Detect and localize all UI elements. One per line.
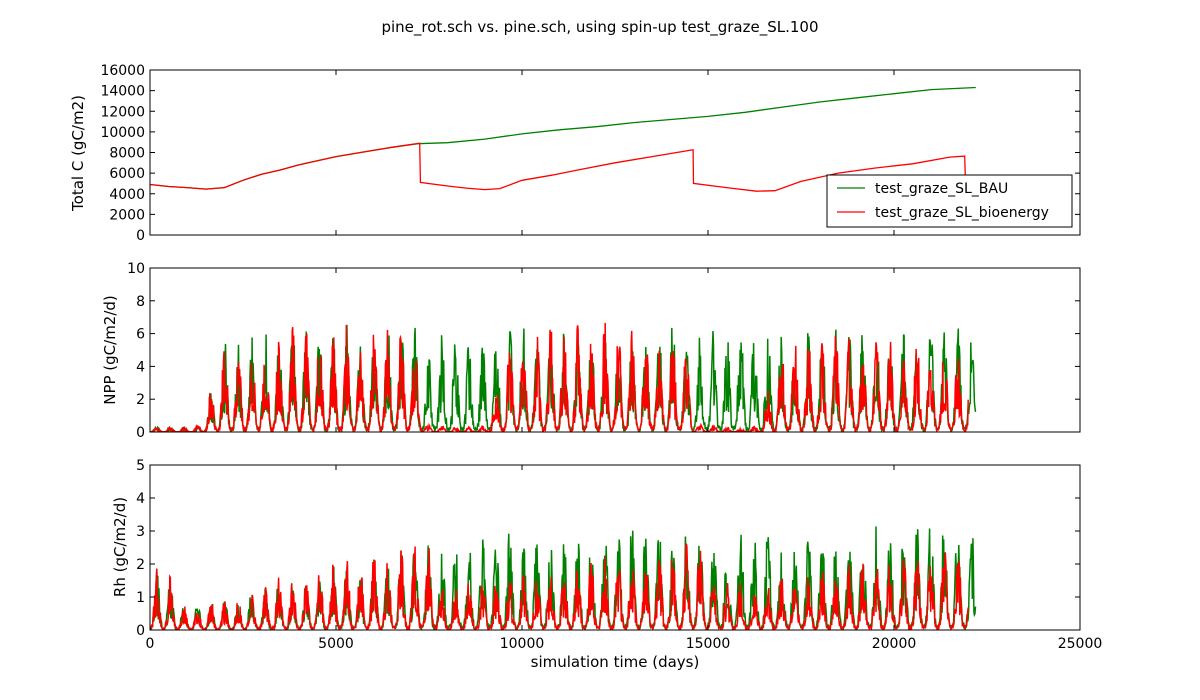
npp-ylabel: NPP (gC/m2/d) (101, 295, 119, 405)
y-tick-label: 0 (136, 228, 145, 244)
legend-label: test_graze_SL_BAU (875, 181, 1008, 197)
rh-ylabel: Rh (gC/m2/d) (111, 497, 129, 597)
y-tick-label: 5 (136, 458, 145, 474)
y-tick-label: 6 (136, 327, 145, 343)
y-tick-label: 8 (136, 294, 145, 310)
y-tick-label: 6000 (109, 166, 145, 182)
x-tick-label: 5000 (318, 636, 354, 652)
y-tick-label: 3 (136, 524, 145, 540)
series-bioenergy-line (150, 142, 969, 192)
y-tick-label: 12000 (100, 104, 145, 120)
axes-frame (149, 464, 1081, 631)
axes-frame (149, 267, 1081, 433)
x-tick-label: 15000 (686, 636, 731, 652)
y-tick-label: 10000 (100, 125, 145, 141)
series-bau-line (150, 86, 976, 190)
legend: test_graze_SL_BAU test_graze_SL_bioenergy (826, 174, 1073, 228)
y-tick-label: 2 (136, 557, 145, 573)
y-tick-label: 0 (136, 425, 145, 441)
y-tick-label: 4 (136, 491, 145, 507)
legend-label: test_graze_SL_bioenergy (875, 205, 1049, 221)
x-tick-label: 10000 (500, 636, 545, 652)
total-c-panel: Total C (gC/m2) 0 2000 4000 6000 8000 10000 12… (69, 63, 1081, 244)
y-tick-label: 4 (136, 359, 145, 375)
npp-panel: NPP (gC/m2/d) 0 2 4 6 8 10 (101, 261, 1081, 441)
rh-panel: Rh (gC/m2/d) 0 1 2 3 4 5 0 5000 10000 15000 20000 2… (111, 458, 1102, 652)
y-tick-label: 4000 (109, 187, 145, 203)
x-axis-label: simulation time (days) (531, 653, 700, 671)
y-tick-label: 14000 (100, 84, 145, 100)
series-bioenergy-line (150, 543, 969, 630)
y-tick-label: 8000 (109, 146, 145, 162)
y-tick-label: 16000 (100, 63, 145, 79)
x-tick-label: 0 (146, 636, 155, 652)
figure-title: pine_rot.sch vs. pine.sch, using spin-up… (381, 18, 818, 37)
legend-box (826, 174, 1073, 228)
series-bioenergy-line (150, 322, 969, 432)
y-tick-label: 1 (136, 590, 145, 606)
x-tick-label: 25000 (1058, 636, 1103, 652)
y-tick-label: 0 (136, 623, 145, 639)
y-tick-label: 2000 (109, 207, 145, 223)
y-tick-label: 2 (136, 392, 145, 408)
y-tick-label: 10 (127, 261, 145, 277)
x-tick-label: 20000 (872, 636, 917, 652)
total-c-ylabel: Total C (gC/m2) (69, 95, 87, 212)
